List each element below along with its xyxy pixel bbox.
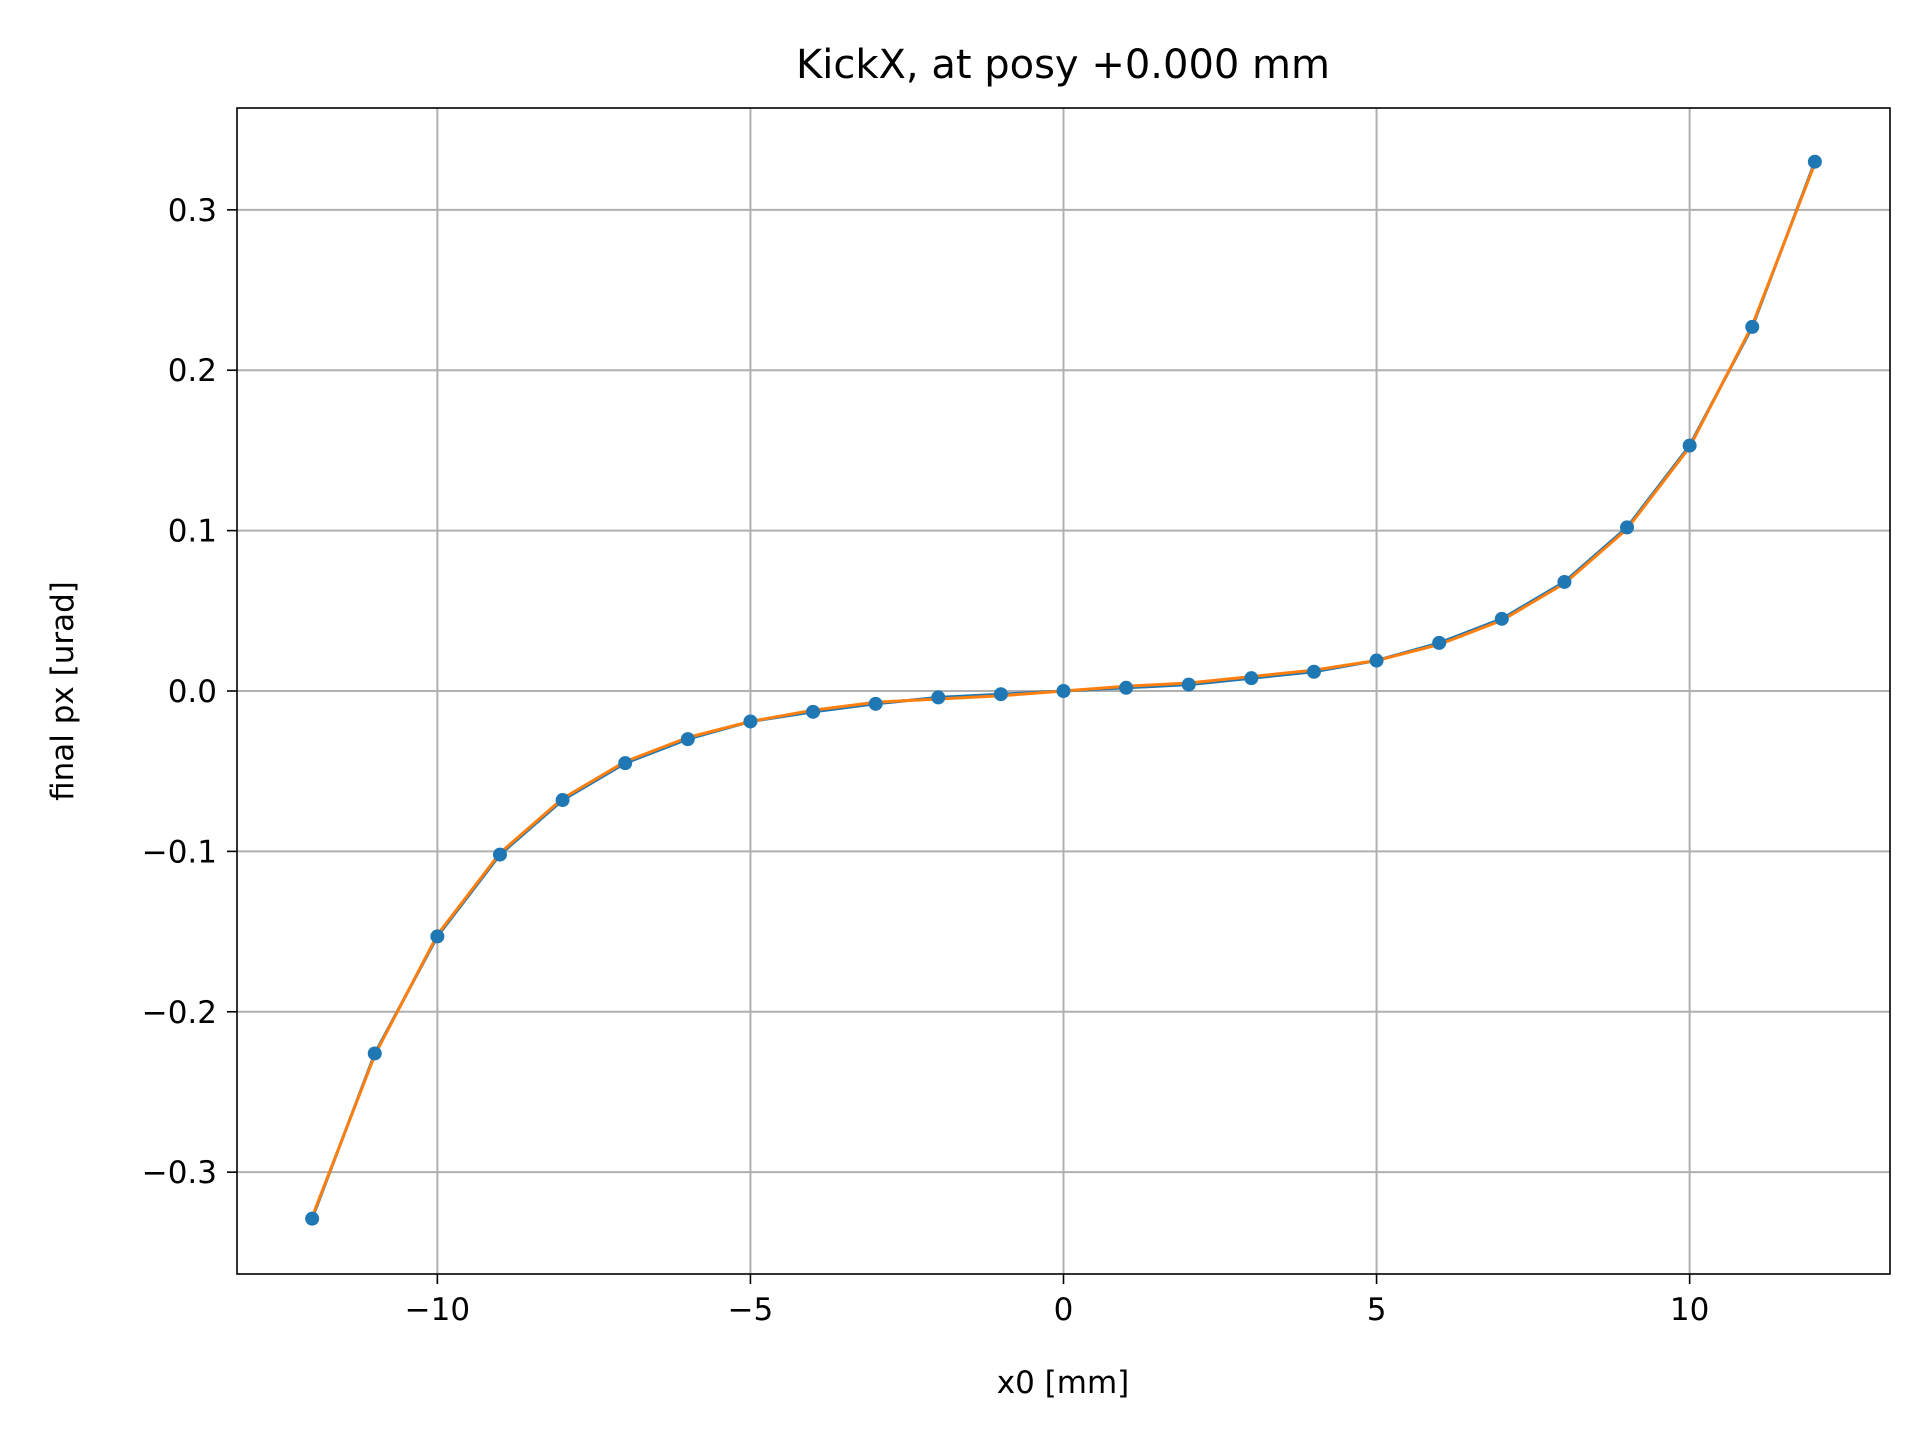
series-0-point bbox=[492, 847, 507, 862]
series-0-point bbox=[1119, 680, 1134, 695]
x-tick-label: 0 bbox=[1054, 1292, 1074, 1328]
series-0-point bbox=[680, 732, 695, 747]
series-0-point bbox=[1369, 653, 1384, 668]
y-tick-label: 0.1 bbox=[168, 514, 217, 550]
y-tick-label: 0.3 bbox=[168, 193, 217, 229]
series-0-point bbox=[993, 687, 1008, 702]
series-0-point bbox=[1494, 611, 1509, 626]
series-0-point bbox=[430, 929, 445, 944]
y-tick-label: 0.0 bbox=[168, 674, 217, 710]
series-0-point bbox=[1682, 438, 1697, 453]
series-0-point bbox=[806, 704, 821, 719]
series-0-point bbox=[555, 793, 570, 808]
series-0-point bbox=[1557, 574, 1572, 589]
series-0-point bbox=[743, 714, 758, 729]
x-tick-label: −5 bbox=[728, 1292, 774, 1328]
x-axis: −10 −5 0 5 10 bbox=[405, 1274, 1709, 1328]
y-tick-label: −0.3 bbox=[142, 1155, 217, 1191]
y-tick-label: −0.2 bbox=[142, 995, 217, 1031]
series-0-point bbox=[367, 1046, 382, 1061]
series-0-point bbox=[1056, 684, 1071, 698]
x-tick-label: −10 bbox=[405, 1292, 470, 1328]
series-0-point bbox=[1181, 677, 1196, 692]
x-tick-label: 5 bbox=[1367, 1292, 1387, 1328]
series-0-point bbox=[1244, 671, 1259, 686]
y-tick-label: 0.2 bbox=[168, 353, 217, 389]
series-layer bbox=[305, 154, 1822, 1226]
series-0-point bbox=[1306, 664, 1321, 679]
series-0-point bbox=[618, 756, 633, 771]
y-axis: −0.3 −0.2 −0.1 0.0 0.1 0.2 0.3 bbox=[142, 193, 237, 1191]
y-tick-label: −0.1 bbox=[142, 834, 217, 870]
grid bbox=[237, 108, 1890, 1274]
x-tick-label: 10 bbox=[1670, 1292, 1709, 1328]
x-axis-label: x0 [mm] bbox=[997, 1365, 1130, 1401]
series-0-point bbox=[1745, 319, 1760, 334]
chart-title: KickX, at posy +0.000 mm bbox=[796, 42, 1330, 88]
series-0-point bbox=[1620, 520, 1635, 535]
series-0-point bbox=[1807, 154, 1822, 169]
series-0-point bbox=[931, 690, 946, 705]
series-0-point bbox=[868, 696, 883, 711]
y-axis-label: final px [urad] bbox=[45, 581, 81, 801]
series-0-point bbox=[305, 1211, 320, 1226]
series-0-point bbox=[1432, 635, 1447, 650]
